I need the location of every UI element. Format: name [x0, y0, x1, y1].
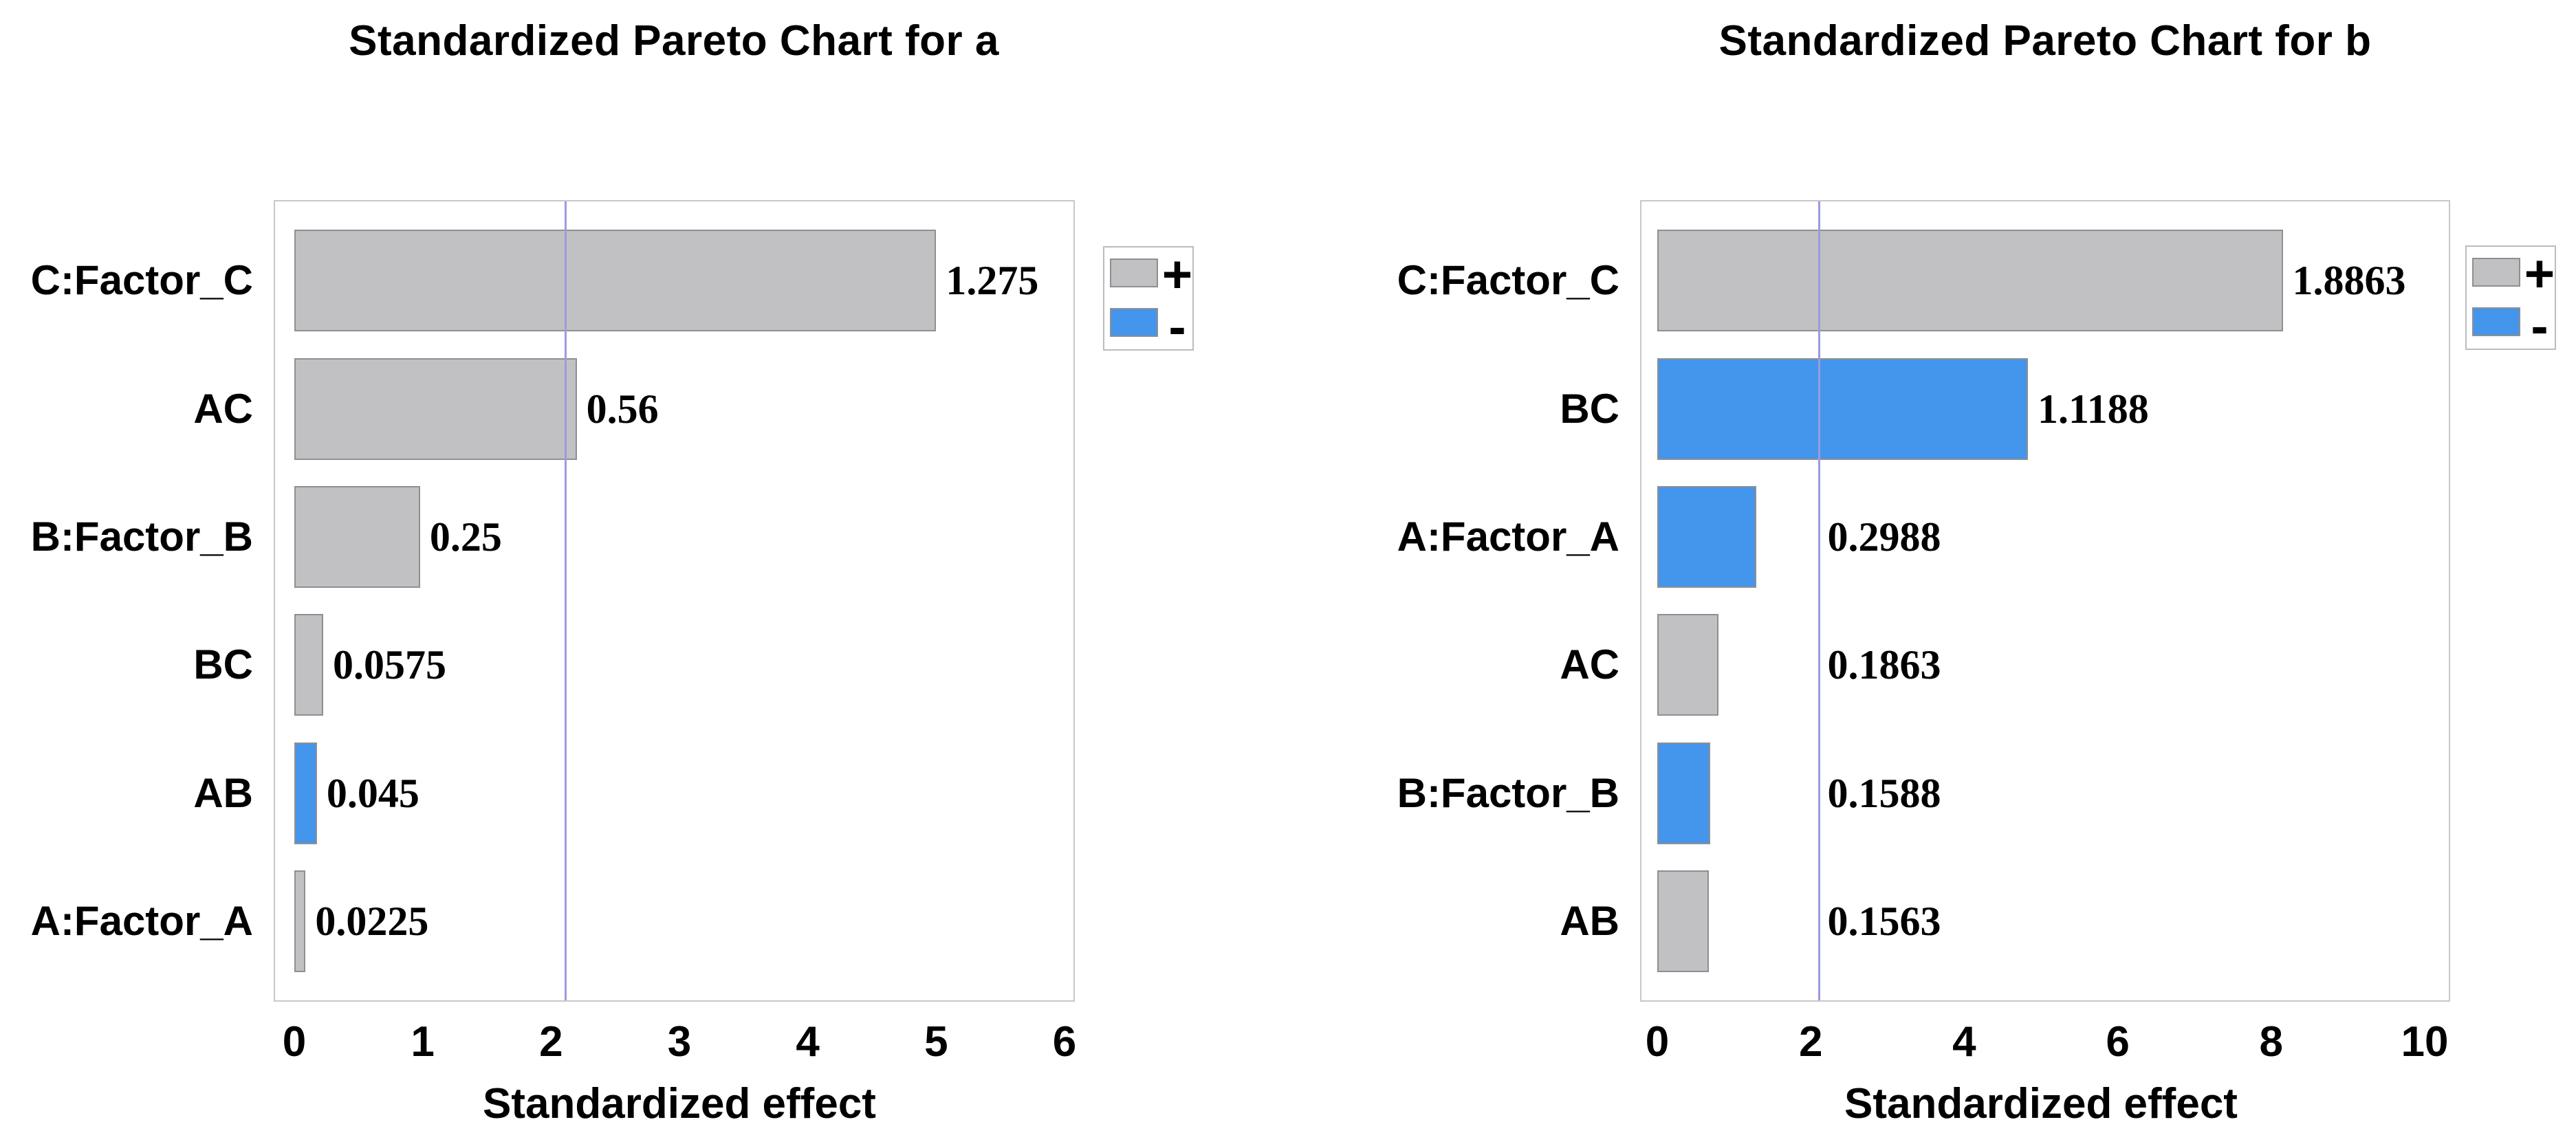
x-tick-label-10: 10: [2401, 1018, 2449, 1066]
bar-value-label: 0.25: [429, 514, 502, 560]
pareto-bar-b-ab: [1657, 870, 1710, 972]
x-tick-label-2: 2: [1798, 1018, 1823, 1066]
positive-legend-swatch: [2472, 258, 2520, 287]
category-label-ab: AB: [193, 769, 253, 816]
chart-a-legend: + -: [1103, 245, 1194, 356]
bar-value-label: 0.1863: [1827, 642, 1941, 688]
negative-legend-symbol: -: [2531, 297, 2548, 355]
x-tick-label-1: 1: [411, 1018, 435, 1066]
x-tick-label-8: 8: [2259, 1018, 2284, 1066]
pareto-bar-a-ac: [294, 358, 577, 460]
bar-value-label: 0.045: [326, 770, 419, 816]
chart-a-plot-area: [274, 200, 1075, 1002]
category-label-ac: AC: [193, 385, 253, 432]
positive-legend-swatch: [1110, 258, 1158, 287]
reference-line: [564, 201, 567, 1000]
pareto-bar-b-bc: [1657, 358, 2029, 460]
chart-b-legend: + -: [2465, 245, 2556, 355]
chart-a-x-axis-title: Standardized effect: [483, 1080, 876, 1128]
x-tick-label-0: 0: [282, 1018, 307, 1066]
pareto-bar-b-b-factor-b: [1657, 742, 1710, 844]
category-label-ac: AC: [1560, 641, 1619, 688]
x-tick-label-4: 4: [1952, 1018, 1976, 1066]
bar-value-label: 0.0575: [333, 642, 446, 688]
category-label-bc: BC: [193, 641, 253, 688]
pareto-bar-b-ac: [1657, 614, 1719, 716]
x-tick-label-3: 3: [667, 1018, 692, 1066]
bar-value-label: 0.56: [586, 386, 659, 432]
pareto-bar-a-b-factor-b: [294, 485, 420, 588]
bar-value-label: 1.275: [946, 258, 1039, 304]
positive-legend-symbol: +: [1161, 245, 1193, 304]
category-label-c-factor-c: C:Factor_C: [30, 257, 253, 304]
positive-legend-symbol: +: [2524, 245, 2555, 303]
x-tick-label-4: 4: [796, 1018, 820, 1066]
reference-line: [1818, 201, 1821, 1000]
x-tick-label-5: 5: [924, 1018, 948, 1066]
chart-b-plot-area: [1640, 200, 2450, 1002]
bar-value-label: 0.1563: [1827, 898, 1941, 944]
category-label-b-factor-b: B:Factor_B: [30, 513, 253, 560]
x-tick-label-6: 6: [1052, 1018, 1077, 1066]
pareto-bar-a-bc: [294, 614, 323, 716]
bar-value-label: 0.2988: [1827, 514, 1941, 560]
category-label-c-factor-c: C:Factor_C: [1397, 257, 1619, 304]
x-tick-label-6: 6: [2106, 1018, 2130, 1066]
category-label-b-factor-b: B:Factor_B: [1397, 769, 1619, 816]
negative-legend-swatch: [2472, 307, 2520, 336]
bar-value-label: 0.0225: [315, 898, 429, 944]
pareto-bar-a-a-factor-a: [294, 870, 306, 972]
pareto-bar-b-a-factor-a: [1657, 485, 1756, 588]
category-label-ab: AB: [1560, 897, 1619, 944]
pareto-bar-b-c-factor-c: [1657, 230, 2283, 332]
chart-a-title: Standardized Pareto Chart for a: [349, 17, 999, 65]
pareto-bar-a-ab: [294, 742, 317, 844]
x-tick-label-0: 0: [1645, 1018, 1670, 1066]
category-label-a-factor-a: A:Factor_A: [1397, 513, 1619, 560]
bar-value-label: 0.1588: [1827, 770, 1941, 816]
chart-b-x-axis-title: Standardized effect: [1844, 1080, 2238, 1128]
bar-value-label: 1.8863: [2292, 258, 2406, 304]
pareto-bar-a-c-factor-c: [294, 230, 937, 332]
bar-value-label: 1.1188: [2038, 386, 2149, 432]
category-label-a-factor-a: A:Factor_A: [30, 897, 253, 944]
negative-legend-swatch: [1110, 308, 1158, 337]
chart-b-title: Standardized Pareto Chart for b: [1718, 17, 2372, 65]
x-tick-label-2: 2: [539, 1018, 563, 1066]
category-label-bc: BC: [1560, 385, 1619, 432]
negative-legend-symbol: -: [1168, 298, 1186, 356]
